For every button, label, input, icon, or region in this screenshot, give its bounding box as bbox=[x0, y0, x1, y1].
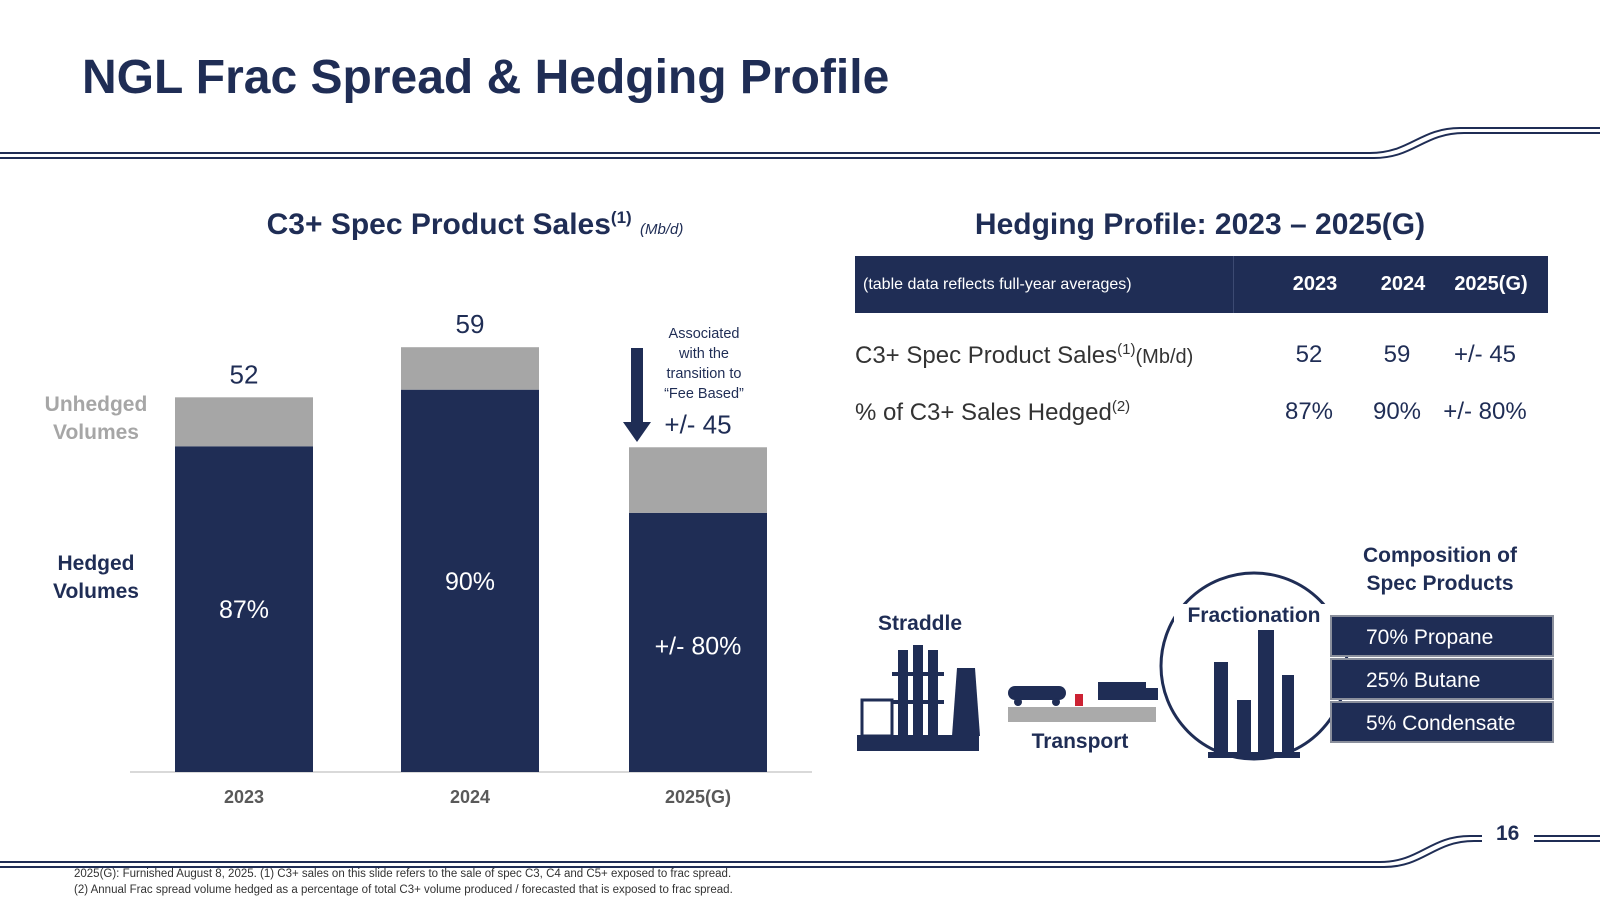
fractionation-label: Fractionation bbox=[1174, 604, 1334, 628]
hedged-pct-label: 90% bbox=[445, 568, 495, 596]
unit: (Mb/d) bbox=[1135, 345, 1194, 368]
hedged-pct-label: 87% bbox=[219, 596, 269, 624]
fractionation-circle bbox=[1159, 571, 1349, 761]
legend-label: Hedged Volumes bbox=[53, 552, 139, 603]
table-header: (table data reflects full-year averages)… bbox=[855, 256, 1548, 313]
chart-title-text: C3+ Spec Product Sales bbox=[266, 208, 611, 241]
straddle-label: Straddle bbox=[877, 612, 963, 635]
legend-label: Unhedged Volumes bbox=[45, 393, 148, 444]
bar-segment bbox=[401, 347, 539, 390]
table-title: Hedging Profile: 2023 – 2025(G) bbox=[974, 208, 1426, 241]
composition-item: 25% Butane bbox=[1330, 658, 1554, 700]
column-header: 2025(G) bbox=[1454, 273, 1528, 295]
composition-item: 5% Condensate bbox=[1330, 701, 1554, 743]
table-row: % of C3+ Sales Hedged(2) 87% 90% +/- 80% bbox=[855, 387, 1548, 437]
footer-rule bbox=[0, 840, 1482, 868]
composition-title: Composition of Spec Products bbox=[1363, 544, 1517, 595]
total-label: 52 bbox=[230, 359, 259, 389]
header-rule bbox=[0, 127, 1600, 154]
bar-segment bbox=[175, 397, 313, 447]
bar-segment bbox=[629, 447, 767, 513]
footnote-mark: (2) bbox=[1111, 397, 1131, 415]
chart: 52 87% 2023 59 90% 2024 +/- 45 +/- 80% 2025(G) Un… bbox=[45, 309, 812, 807]
row-label-text: C3+ Spec Product Sales bbox=[855, 341, 1118, 369]
header-rule bbox=[0, 132, 1600, 159]
total-label: +/- 45 bbox=[664, 409, 731, 439]
cell: 52 bbox=[1295, 341, 1323, 368]
cell: 87% bbox=[1284, 398, 1334, 425]
bar-segment bbox=[175, 446, 313, 772]
x-tick-label: 2024 bbox=[450, 787, 490, 807]
bar-segment bbox=[401, 389, 539, 772]
row-label: % of C3+ Sales Hedged(2) bbox=[855, 398, 1265, 427]
fractionation-icon bbox=[1208, 630, 1300, 758]
footer-rule bbox=[0, 835, 1482, 863]
hedged-pct-label: +/- 80% bbox=[655, 632, 742, 660]
cell: 59 bbox=[1383, 341, 1411, 368]
transport-icon bbox=[1008, 682, 1158, 722]
separator bbox=[1233, 256, 1234, 313]
annotation: Associated with the transition to “Fee Base… bbox=[664, 326, 744, 402]
footnote-mark: (1) bbox=[1117, 340, 1136, 358]
table-row: C3+ Spec Product Sales(1)(Mb/d) 52 59 +/- 4… bbox=[855, 330, 1548, 380]
footnote-mark: (1) bbox=[610, 208, 632, 227]
total-label: 59 bbox=[456, 309, 485, 339]
footer-rule bbox=[1534, 835, 1600, 842]
chart-title: C3+ Spec Product Sales(1) (Mb/d) bbox=[160, 208, 790, 242]
row-label-text: % of C3+ Sales Hedged bbox=[855, 398, 1112, 426]
footnote: (2) Annual Frac spread volume hedged as … bbox=[74, 884, 733, 896]
cell: +/- 45 bbox=[1453, 341, 1517, 368]
composition-item: 70% Propane bbox=[1330, 615, 1554, 657]
arrow bbox=[623, 348, 651, 442]
slide-title: NGL Frac Spread & Hedging Profile bbox=[82, 51, 890, 104]
straddle-icon bbox=[857, 645, 980, 751]
table-note: (table data reflects full-year averages) bbox=[863, 275, 1132, 293]
x-tick-label: 2023 bbox=[224, 787, 264, 807]
page-number: 16 bbox=[1496, 822, 1520, 845]
footnote: 2025(G): Furnished August 8, 2025. (1) C… bbox=[74, 868, 732, 880]
bar-segment bbox=[629, 512, 767, 772]
row-label: C3+ Spec Product Sales(1)(Mb/d) bbox=[855, 341, 1265, 370]
cell: +/- 80% bbox=[1443, 398, 1527, 425]
column-header: 2023 bbox=[1292, 273, 1338, 295]
cell: 90% bbox=[1372, 398, 1422, 425]
unit: (Mb/d) bbox=[640, 221, 684, 238]
column-header: 2024 bbox=[1380, 273, 1426, 295]
x-tick-label: 2025(G) bbox=[665, 787, 731, 807]
transport-label: Transport bbox=[1031, 730, 1129, 753]
